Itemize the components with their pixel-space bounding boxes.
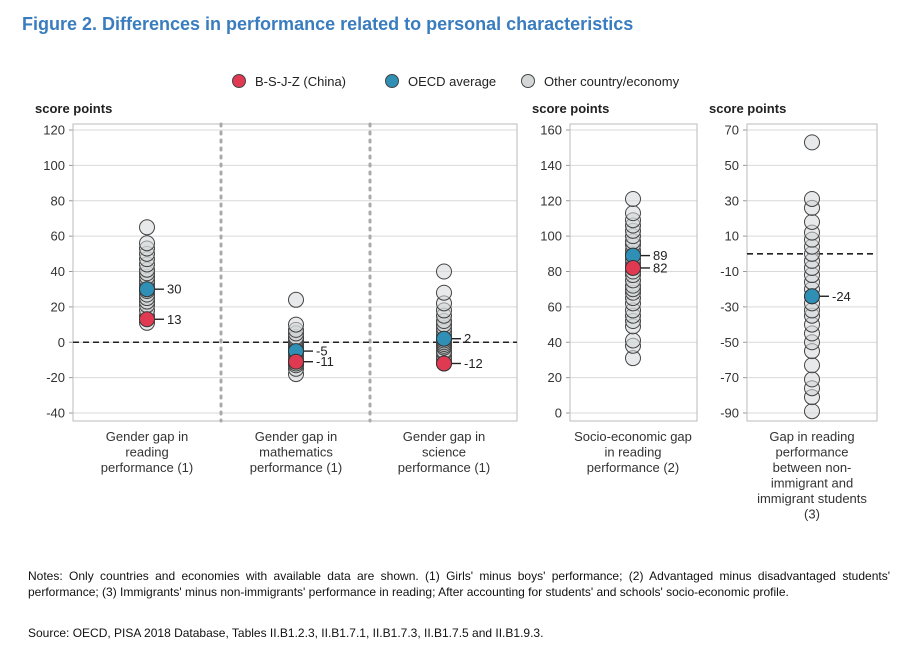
source-text: Source: OECD, PISA 2018 Database, Tables…	[28, 626, 544, 640]
category-label: Gender gap in	[106, 429, 188, 444]
y-tick-label: 120	[43, 123, 65, 138]
category-label: performance (1)	[398, 460, 490, 475]
china-value-label: -12	[464, 356, 483, 371]
y-tick-label: -20	[46, 370, 65, 385]
legend-item-oecd: OECD average	[385, 70, 496, 92]
point-other-country	[804, 213, 820, 230]
y-tick-label: 30	[725, 193, 739, 208]
y-tick-label: 160	[540, 123, 562, 138]
legend-item-other: Other country/economy	[521, 70, 679, 92]
y-tick-label: -50	[720, 335, 739, 350]
category-label: in reading	[604, 445, 661, 460]
point-other-country	[436, 263, 452, 280]
category-label: immigrant and	[771, 476, 853, 491]
y-tick-label: 50	[725, 158, 739, 173]
y-tick-label: 0	[58, 335, 65, 350]
y-tick-label: -70	[720, 370, 739, 385]
point-other-country	[288, 316, 304, 333]
y-tick-label: 20	[51, 299, 65, 314]
panel-3: score points -90 -70 -50 -30 -10 10 30 50 70 Gap i…	[709, 101, 878, 522]
panel-frame	[569, 123, 698, 422]
y-tick-label: -40	[46, 406, 65, 421]
legend-marker-oecd	[385, 74, 399, 88]
oecd-value-label: 2	[464, 331, 471, 346]
point-other-country	[288, 291, 304, 308]
y-tick-label: 80	[51, 193, 65, 208]
category-label: Gap in reading	[769, 429, 854, 444]
y-axis-title: score points	[532, 101, 609, 116]
point-other-country	[625, 205, 641, 222]
oecd-value-label: -5	[316, 344, 328, 359]
y-tick-label: 60	[548, 299, 562, 314]
legend-item-china: B-S-J-Z (China)	[232, 70, 346, 92]
point-other-country	[804, 403, 820, 420]
legend-label-china: B-S-J-Z (China)	[255, 73, 347, 89]
y-tick-label: 40	[51, 264, 65, 279]
y-tick-label: 60	[51, 229, 65, 244]
category-label: Socio-economic gap	[574, 429, 692, 444]
y-tick-label: -30	[720, 299, 739, 314]
panel-1: score points -40 -20 0 20 40 60 80 100 120 Gender …	[35, 101, 518, 475]
legend-label-oecd: OECD average	[408, 73, 497, 89]
category-label: reading	[125, 445, 168, 460]
legend-label-other: Other country/economy	[544, 73, 680, 89]
category-label: performance (1)	[250, 460, 342, 475]
y-tick-label: 0	[555, 406, 562, 421]
china-value-label: 13	[167, 312, 181, 327]
point-other-country	[804, 371, 820, 388]
panel-frame	[72, 123, 518, 422]
legend: B-S-J-Z (China) OECD average Other count…	[0, 70, 913, 92]
point-china	[288, 353, 304, 370]
point-china	[625, 259, 641, 276]
y-tick-label: 120	[540, 193, 562, 208]
chart-area: score points-40-20020406080100120Gender …	[35, 101, 878, 522]
point-other-country	[139, 235, 155, 252]
category-label: science	[422, 445, 466, 460]
category-label: performance (2)	[587, 460, 679, 475]
y-tick-label: -10	[720, 264, 739, 279]
category-label: immigrant students	[757, 491, 867, 506]
y-tick-label: 10	[725, 229, 739, 244]
y-tick-label: 20	[548, 370, 562, 385]
point-other-country	[804, 357, 820, 374]
point-oecd	[139, 281, 155, 298]
figure-title: Figure 2. Differences in performance rel…	[22, 14, 634, 34]
y-tick-label: 100	[43, 158, 65, 173]
category-label: Gender gap in	[403, 429, 485, 444]
point-oecd	[804, 288, 820, 305]
legend-marker-other	[521, 74, 535, 88]
category-label: performance (1)	[101, 460, 193, 475]
point-china	[139, 311, 155, 328]
point-other-country	[804, 190, 820, 207]
y-tick-label: 80	[548, 264, 562, 279]
y-tick-label: 70	[725, 123, 739, 138]
legend-marker-china	[232, 74, 246, 88]
panel-frame	[746, 123, 878, 422]
point-other-country	[804, 134, 820, 151]
point-oecd	[436, 330, 452, 347]
point-other-country	[625, 332, 641, 349]
y-tick-label: -90	[720, 406, 739, 421]
point-other-country	[139, 219, 155, 236]
point-other-country	[436, 284, 452, 301]
category-label: (3)	[804, 507, 820, 522]
oecd-value-label: 30	[167, 282, 181, 297]
panel-2: score points 0 20 40 60 80 100 120 140 160 Socio-e…	[532, 101, 698, 475]
oecd-value-label: -24	[832, 289, 851, 304]
notes-text: Notes: Only countries and economies with…	[28, 569, 890, 599]
category-label: between non-	[773, 460, 852, 475]
category-label: mathematics	[259, 445, 333, 460]
point-other-country	[625, 190, 641, 207]
oecd-value-label: 89	[653, 248, 667, 263]
y-tick-label: 40	[548, 335, 562, 350]
china-value-label: -11	[316, 354, 334, 369]
point-china	[436, 355, 452, 372]
china-value-label: 82	[653, 260, 667, 275]
category-label: performance	[776, 445, 849, 460]
y-tick-label: 140	[540, 158, 562, 173]
y-axis-title: score points	[709, 101, 786, 116]
y-tick-label: 100	[540, 229, 562, 244]
y-axis-title: score points	[35, 101, 112, 116]
category-label: Gender gap in	[255, 429, 337, 444]
